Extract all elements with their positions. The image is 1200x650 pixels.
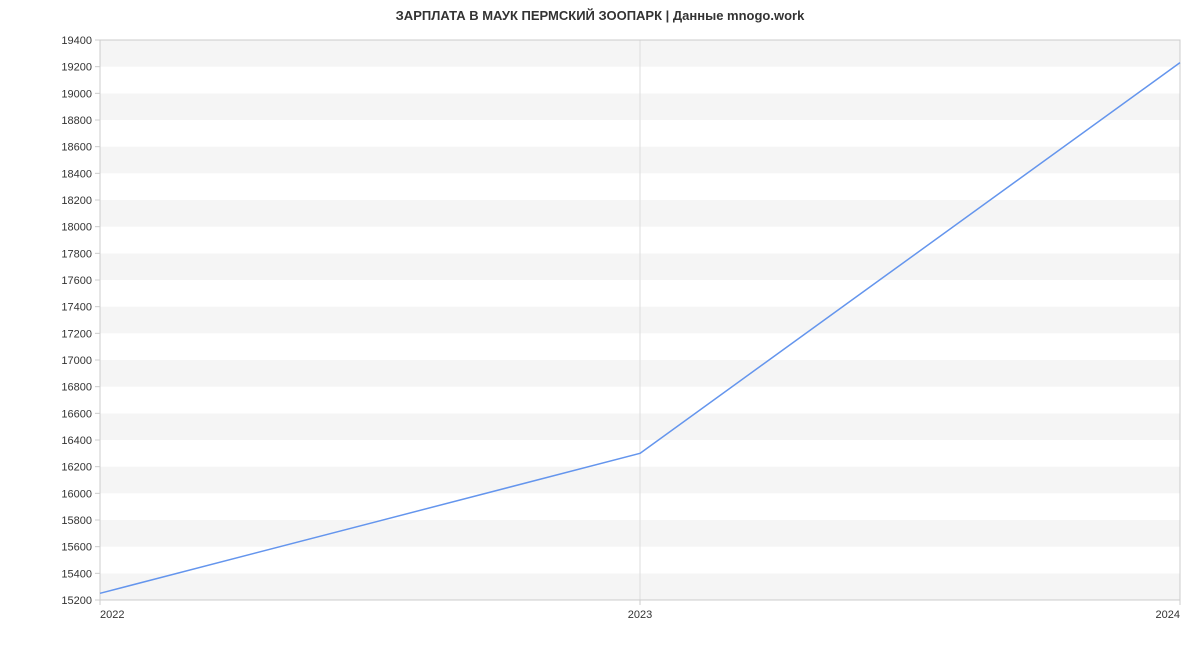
y-tick-label: 17600 [61, 275, 92, 287]
y-tick-label: 19200 [61, 62, 92, 74]
y-tick-label: 17800 [61, 248, 92, 260]
y-tick-label: 18800 [61, 115, 92, 127]
y-tick-label: 15200 [61, 595, 92, 607]
y-tick-label: 16800 [61, 382, 92, 394]
y-tick-label: 19000 [61, 88, 92, 100]
y-tick-label: 17200 [61, 328, 92, 340]
y-tick-label: 16600 [61, 408, 92, 420]
y-tick-label: 19400 [61, 35, 92, 47]
chart-container: ЗАРПЛАТА В МАУК ПЕРМСКИЙ ЗООПАРК | Данны… [0, 0, 1200, 650]
y-tick-label: 17400 [61, 302, 92, 314]
y-tick-label: 15800 [61, 515, 92, 527]
y-tick-label: 17000 [61, 355, 92, 367]
x-tick-label: 2024 [1156, 609, 1180, 621]
y-tick-label: 18400 [61, 168, 92, 180]
y-tick-label: 15600 [61, 542, 92, 554]
y-tick-label: 15400 [61, 568, 92, 580]
y-tick-label: 16400 [61, 435, 92, 447]
x-tick-label: 2023 [628, 609, 652, 621]
y-tick-label: 18000 [61, 222, 92, 234]
y-tick-label: 16200 [61, 462, 92, 474]
line-chart: 15200 15400 15600 15800 16000 16200 16400 16600… [0, 0, 1200, 650]
y-tick-label: 16000 [61, 488, 92, 500]
x-tick-label: 2022 [100, 609, 124, 621]
y-tick-label: 18600 [61, 142, 92, 154]
y-tick-label: 18200 [61, 195, 92, 207]
